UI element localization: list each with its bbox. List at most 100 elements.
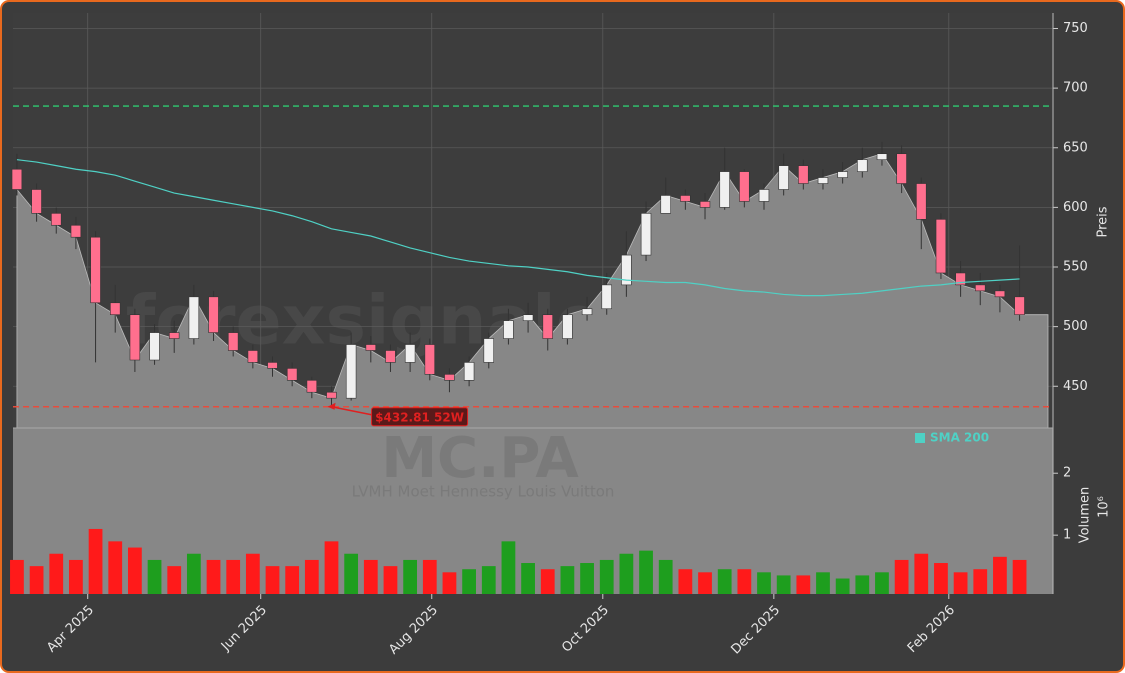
volume-bar xyxy=(875,572,889,594)
candle-body xyxy=(522,314,534,321)
candle-body xyxy=(542,314,553,339)
volume-bar xyxy=(49,553,64,594)
volume-bar xyxy=(501,541,516,594)
volume-bar xyxy=(835,578,850,594)
candle-body xyxy=(404,344,416,363)
volume-bar xyxy=(776,575,791,594)
candle-body xyxy=(876,153,888,160)
volume-bar xyxy=(639,550,653,594)
candle-body xyxy=(424,344,436,375)
sma-line xyxy=(16,159,1020,297)
candle-body xyxy=(758,189,770,202)
candle-body xyxy=(896,153,907,184)
y-tick-label: 2 xyxy=(1063,466,1071,481)
candle-body xyxy=(31,189,42,214)
volume-bar xyxy=(108,541,123,594)
candle-body xyxy=(463,362,475,381)
y-tick-label: 750 xyxy=(1063,21,1088,36)
candle-body xyxy=(837,171,848,178)
volume-bar xyxy=(285,566,300,594)
volume-bar xyxy=(521,563,535,594)
candle-body xyxy=(739,171,750,202)
volume-bar xyxy=(560,566,575,594)
volume-bar xyxy=(206,559,221,594)
volume-bar xyxy=(324,541,339,594)
volume-bar xyxy=(147,559,162,594)
y-tick-label: 600 xyxy=(1063,200,1088,215)
annotation-label: $432.81 52W xyxy=(375,410,464,424)
y-tick-label: 550 xyxy=(1063,260,1088,275)
candle-body xyxy=(975,284,986,292)
y-axis-label: Volumen xyxy=(1078,487,1093,544)
volume-bar xyxy=(658,559,673,594)
candle-body xyxy=(680,195,691,202)
candle-body xyxy=(1014,296,1025,316)
volume-bar xyxy=(619,553,634,594)
volume-bar xyxy=(580,563,594,594)
volume-bar xyxy=(953,572,968,594)
candle-body xyxy=(719,171,730,208)
volume-bar xyxy=(855,575,870,594)
volume-bar xyxy=(934,563,948,594)
volume-bar xyxy=(993,556,1007,594)
volume-bar xyxy=(186,553,201,594)
candle-body xyxy=(817,177,829,184)
volume-bar xyxy=(88,528,103,594)
candle-body xyxy=(70,224,82,238)
volume-bar xyxy=(698,572,712,594)
y-tick-label: 700 xyxy=(1063,81,1088,96)
y-tick-label: 1 xyxy=(1063,528,1071,543)
volume-bar xyxy=(914,553,929,594)
annotation-arrow xyxy=(331,406,372,416)
candle-body xyxy=(129,314,141,361)
candle-body xyxy=(188,296,200,339)
volume-bar xyxy=(481,566,496,594)
volume-bar xyxy=(678,569,693,594)
candle-body xyxy=(660,195,671,214)
candle-body xyxy=(503,320,514,339)
volume-bar xyxy=(69,559,83,594)
y-tick-label: 500 xyxy=(1063,319,1088,334)
y-tick-label: 450 xyxy=(1063,379,1088,394)
candle-body xyxy=(267,362,278,369)
volume-bar xyxy=(599,559,614,594)
volume-bar xyxy=(442,572,457,594)
candle-body xyxy=(345,344,357,399)
offset-label: 10⁶ xyxy=(1097,496,1112,518)
candle-body xyxy=(640,213,652,256)
candle-body xyxy=(483,338,494,363)
volume-bar xyxy=(128,547,142,594)
candle-body xyxy=(778,165,789,190)
candle-body xyxy=(286,368,298,381)
volume-bar xyxy=(403,559,418,594)
volume-bar xyxy=(1012,559,1027,594)
candle-body xyxy=(110,302,121,316)
volume-bar xyxy=(422,559,437,594)
candle-body xyxy=(699,201,711,208)
candle-body xyxy=(385,350,396,363)
candle-body xyxy=(168,332,180,339)
legend-marker xyxy=(915,433,925,443)
layer: forexsignale.trade450500550600650700750A… xyxy=(10,13,1112,658)
candle-body xyxy=(149,332,160,361)
volume-bar xyxy=(796,575,811,594)
y-tick-label: 650 xyxy=(1063,140,1088,155)
annotation-arrowhead xyxy=(327,402,336,410)
volume-bar xyxy=(717,569,732,594)
volume-bar xyxy=(462,569,476,594)
candle-body xyxy=(562,314,573,339)
volume-bar xyxy=(383,566,398,594)
candle-body xyxy=(444,374,455,381)
candle-body xyxy=(247,350,259,363)
volume-bar xyxy=(226,559,241,594)
volume-bar xyxy=(894,559,909,594)
volume-bar xyxy=(167,566,182,594)
volume-bar xyxy=(757,572,771,594)
volume-bar xyxy=(973,569,988,594)
candle-body xyxy=(916,183,927,220)
candle-body xyxy=(306,379,318,393)
volume-bar xyxy=(540,569,555,594)
candle-body xyxy=(51,213,62,226)
candle-body xyxy=(90,236,101,304)
